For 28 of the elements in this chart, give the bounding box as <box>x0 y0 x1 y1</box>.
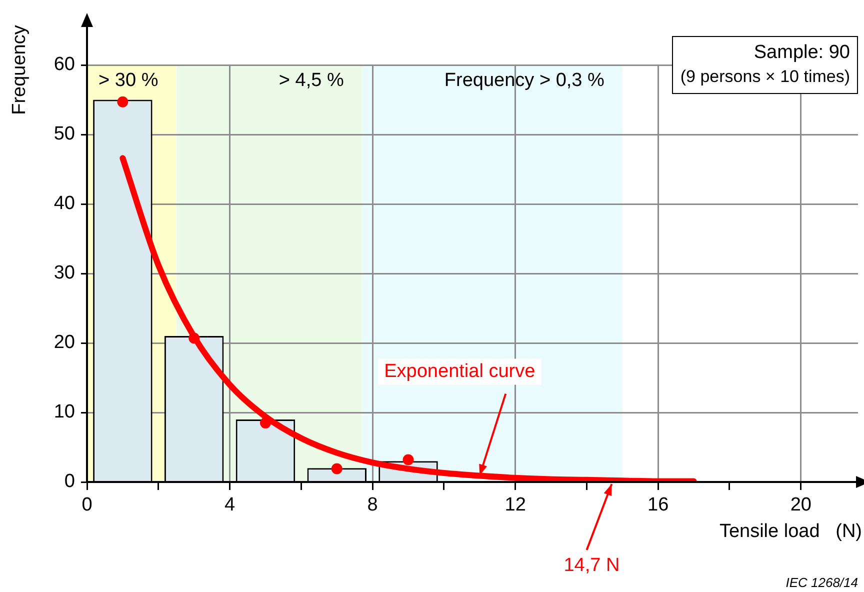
annotation: Exponential curve <box>384 360 536 382</box>
point <box>331 463 342 474</box>
y-tick-label: 40 <box>54 193 75 214</box>
y-axis-title: Frequency <box>9 24 30 115</box>
annotation: 14,7 N <box>564 555 620 576</box>
x-tick-label: 8 <box>367 494 378 516</box>
text: IEC 1268/14 <box>786 575 858 590</box>
band-label: Frequency > 0,3 % <box>444 70 605 92</box>
band-label: > 30 % <box>98 70 158 92</box>
x-tick-label: 16 <box>648 494 669 516</box>
band-label: > 4,5 % <box>278 70 344 92</box>
y-tick-label: 20 <box>54 332 75 354</box>
x-tick-label: 12 <box>504 494 526 516</box>
x-tick-label: 4 <box>224 494 236 516</box>
point <box>402 454 414 466</box>
y-tick-label: 60 <box>54 54 75 76</box>
y-tick-label: 10 <box>54 402 75 423</box>
x-tick-label: 20 <box>790 494 812 516</box>
y-tick-label: 30 <box>54 262 75 284</box>
annotation: (9 persons × 10 times) <box>680 66 850 88</box>
x-tick-label: 0 <box>82 494 92 516</box>
text: Sample: 90 <box>752 41 850 65</box>
point <box>117 96 128 108</box>
x-axis-title: Tensile load (N) <box>719 521 862 542</box>
point <box>188 332 200 344</box>
y-tick-label: 50 <box>54 124 75 145</box>
y-tick-label: 0 <box>64 471 75 492</box>
point <box>260 417 271 428</box>
